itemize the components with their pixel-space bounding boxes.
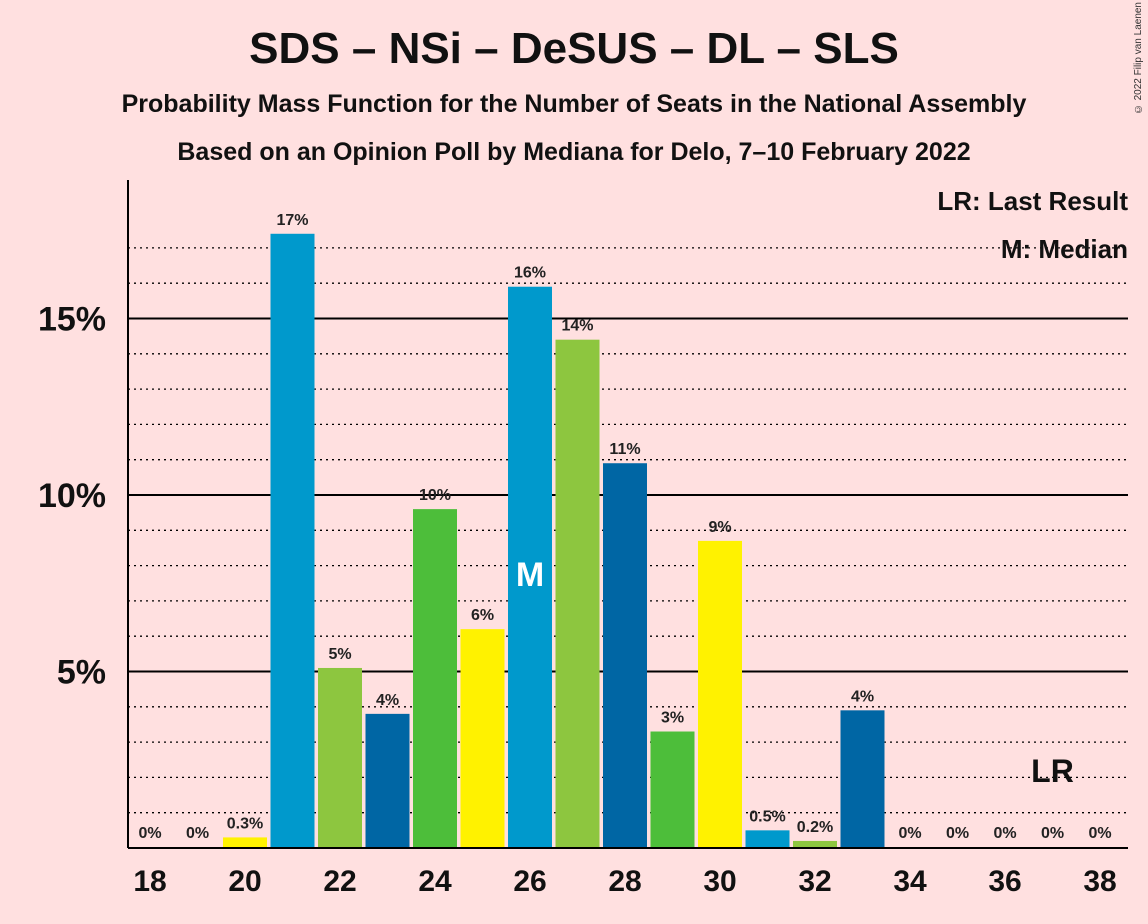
data-label: 6% [471,607,494,624]
x-tick-label: 26 [513,865,546,898]
bar [223,837,267,848]
bar [460,629,505,848]
x-tick-label: 28 [608,865,641,898]
bar [603,463,647,848]
bar [698,540,742,848]
data-label: 0% [1041,825,1064,842]
data-label: 0.3% [227,815,263,832]
median-marker: M [516,556,544,594]
bar [413,509,457,848]
y-tick-label: 5% [57,654,106,692]
data-label: 9% [708,519,731,536]
bar [793,840,837,848]
chart-title: SDS – NSi – DeSUS – DL – SLS [249,24,899,73]
data-label: 0% [186,825,209,842]
x-tick-label: 24 [418,865,452,898]
data-label: 17% [276,212,308,229]
last-result-marker: LR [1031,753,1074,789]
axes [127,180,1128,849]
bars [223,233,885,849]
bar [650,731,695,848]
x-tick-label: 32 [798,865,831,898]
data-label: 0% [993,825,1016,842]
x-tick-label: 22 [323,865,356,898]
bar [318,667,362,848]
x-tick-label: 34 [893,865,927,898]
x-tick-label: 18 [133,865,166,898]
data-label: 0.5% [749,808,785,825]
x-tick-label: 36 [988,865,1021,898]
data-label: 4% [376,692,399,709]
bar [840,710,885,848]
legend-median: M: Median [1000,234,1128,264]
bar [508,286,552,849]
legend-last-result: LR: Last Result [937,186,1128,216]
bar [745,830,790,848]
x-tick-label: 38 [1083,865,1116,898]
data-label: 4% [851,688,874,705]
markers: M LR [516,556,1074,789]
data-label: 10% [419,487,451,504]
data-labels: 0% 0% 0.3% 17% 5% 4% 10% 6% 16% 14% 11% 3% 9% 0.5% 0.2… [138,212,1111,842]
chart-subtitle-source: Based on an Opinion Poll by Mediana for … [177,138,971,166]
y-tick-label: 10% [38,477,106,515]
data-label: 0% [946,825,969,842]
bar [365,713,410,848]
y-tick-label: 15% [38,301,106,339]
data-label: 3% [661,710,684,727]
x-tick-label: 20 [228,865,261,898]
tick-labels: 5% 10% 15% 18 20 22 24 26 28 30 32 34 36 38 [38,301,1117,899]
data-label: 0% [1088,825,1111,842]
bar [270,233,315,848]
data-label: 16% [514,265,546,282]
data-label: 0% [898,825,921,842]
bar [555,339,600,848]
data-label: 5% [328,646,351,663]
data-label: 0% [138,825,161,842]
x-tick-label: 30 [703,865,736,898]
data-label: 14% [561,318,593,335]
data-label: 0.2% [797,819,833,836]
data-label: 11% [609,441,640,458]
chart-subtitle: Probability Mass Function for the Number… [121,90,1027,118]
